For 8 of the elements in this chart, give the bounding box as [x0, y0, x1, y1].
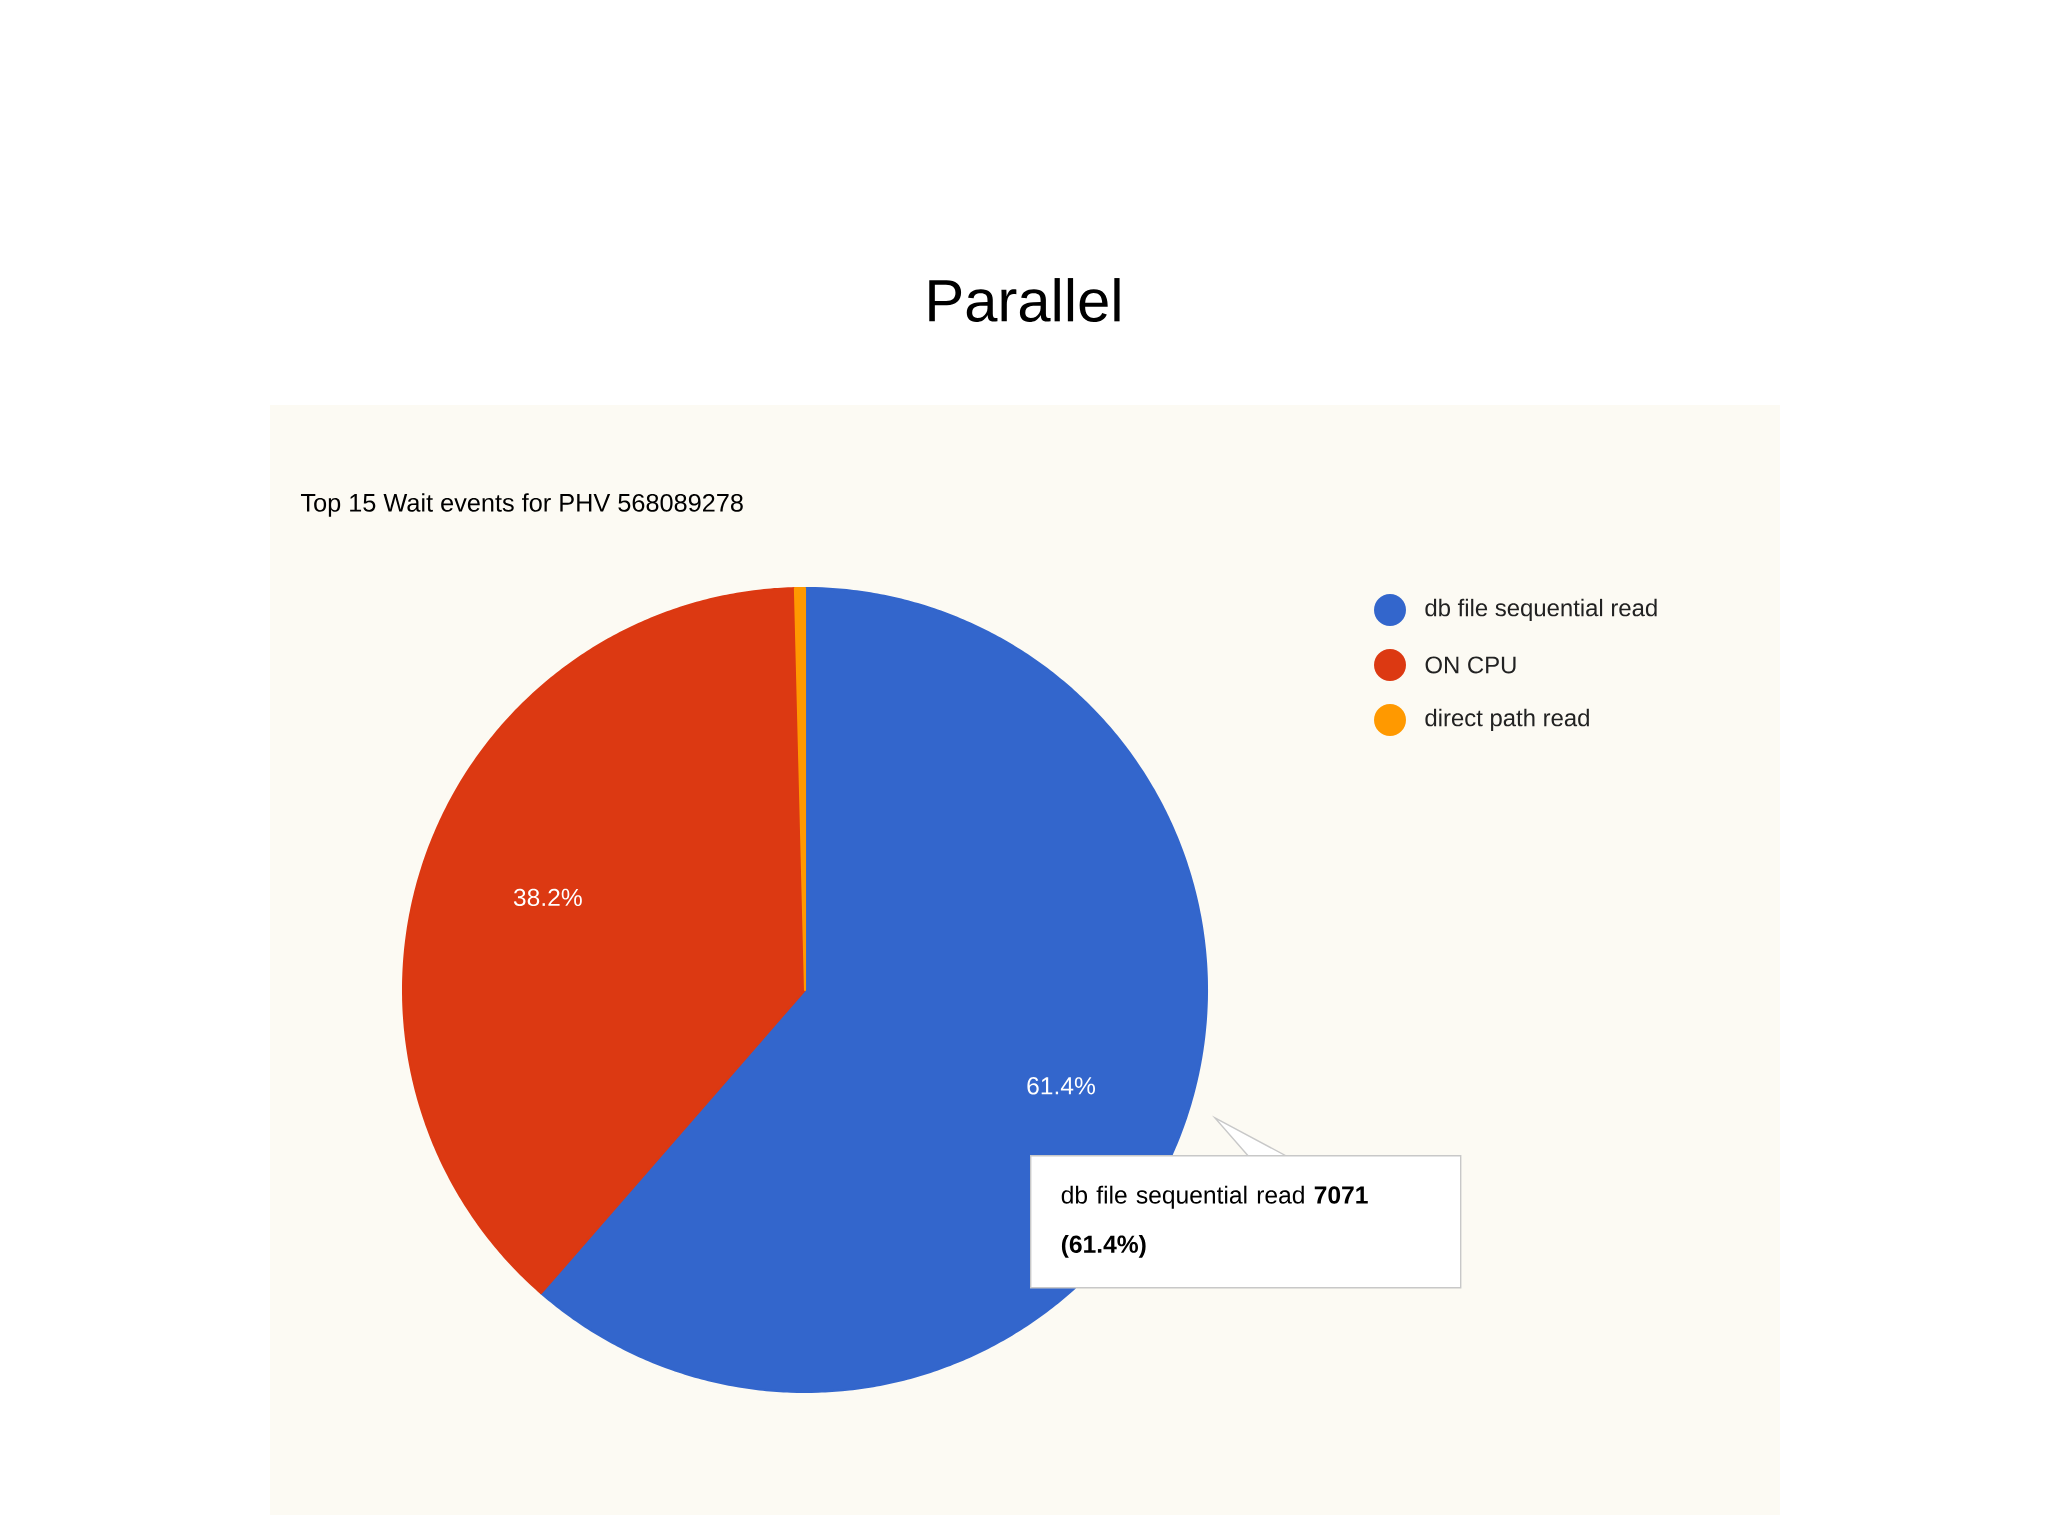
legend-label: db file sequential read	[1425, 598, 1657, 622]
data-label: 61.4%	[1027, 1077, 1096, 1095]
legend-label: direct path read	[1425, 708, 1589, 732]
chart-title: Parallel	[929, 278, 1120, 322]
chart-subtitle: Top 15 Wait events for PHV 568089278	[300, 493, 743, 517]
text: db file sequential read 7071 (61.4%)	[1061, 1185, 1368, 1258]
data-label: 38.2%	[513, 888, 582, 907]
legend-label: ON CPU	[1425, 656, 1516, 674]
